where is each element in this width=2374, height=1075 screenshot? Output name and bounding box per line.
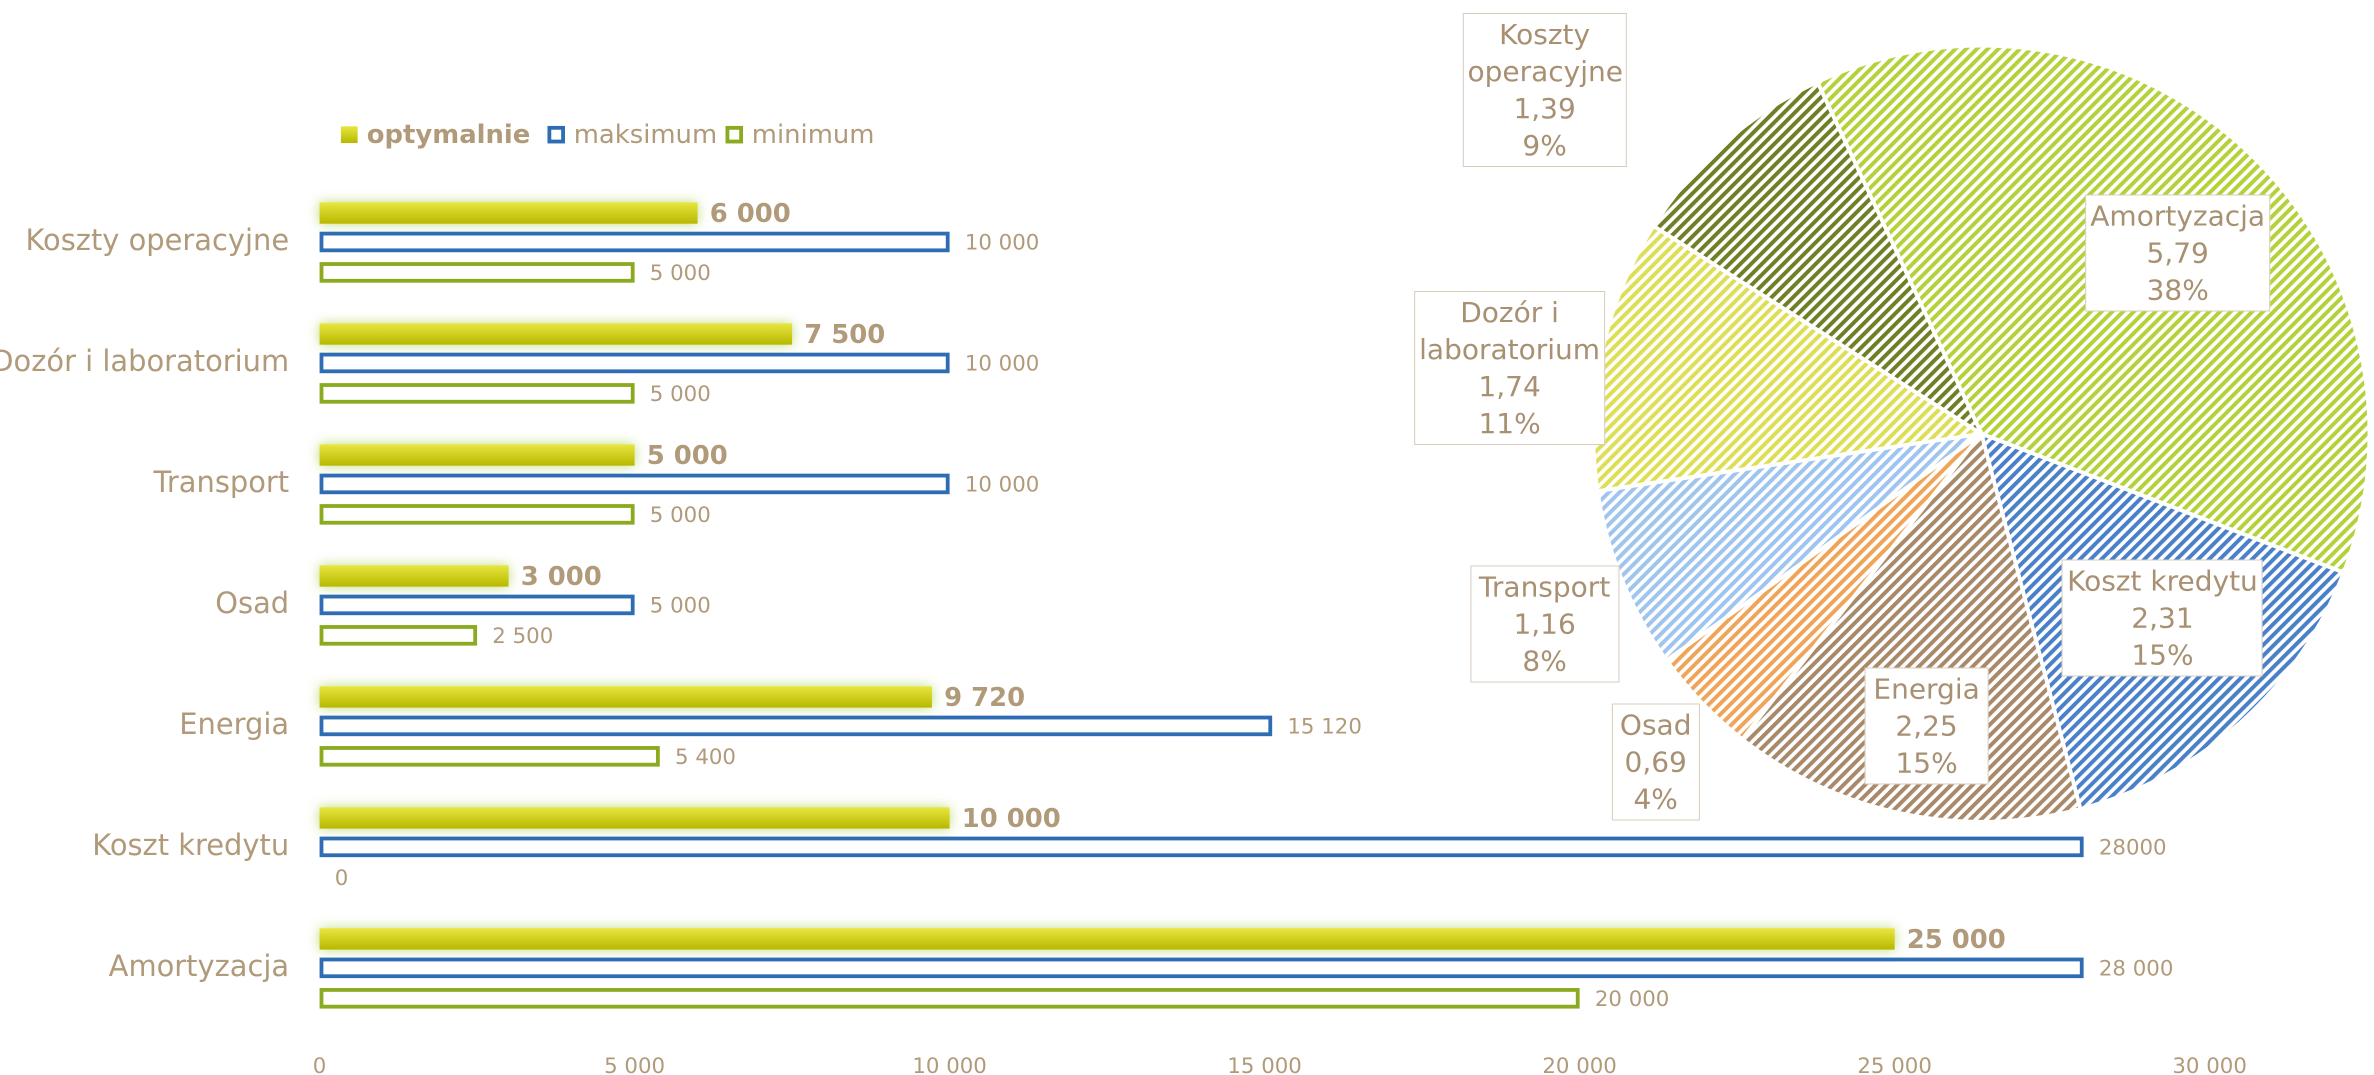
slice-value: 1,74	[1478, 370, 1541, 404]
pie-label: Dozór i laboratorium 1,74 11%	[1413, 291, 1606, 446]
bar	[319, 202, 698, 224]
value-label: 6 000	[710, 199, 791, 229]
pie-label: Osad 0,69 4%	[1611, 703, 1700, 821]
value-label: 10 000	[965, 351, 1040, 376]
value-label: 28 000	[2099, 956, 2174, 981]
x-tick-label: 15 000	[1227, 1054, 1302, 1075]
slice-name: Transport	[1478, 570, 1611, 604]
bar	[319, 928, 1895, 950]
category-label: Transport	[153, 465, 290, 499]
bar	[319, 836, 2084, 858]
legend-swatch	[725, 125, 744, 144]
value-label: 25 000	[1907, 925, 2006, 955]
pie-label: Energia 2,25 15%	[1864, 667, 1989, 785]
slice-percent: 8%	[1522, 644, 1567, 678]
value-label: 2 500	[492, 624, 553, 649]
value-label: 5 000	[650, 593, 711, 618]
bar	[319, 957, 2084, 979]
slice-value: 0,69	[1624, 745, 1687, 779]
x-tick-label: 25 000	[1857, 1054, 1932, 1075]
legend-swatch	[340, 126, 358, 144]
category-label: Dozór i laboratorium	[0, 344, 289, 378]
value-label: 10 000	[965, 472, 1040, 497]
bar	[319, 504, 635, 525]
value-label: 20 000	[1595, 987, 1670, 1012]
category-label: Osad	[215, 586, 289, 620]
pie-label: Koszt kredytu 2,31 15%	[2062, 559, 2263, 677]
slice-percent: 15%	[1895, 746, 1958, 780]
legend-label: maksimum	[574, 120, 717, 150]
bar	[319, 988, 1580, 1009]
pie-label: Koszty operacyjne 1,39 9%	[1462, 12, 1627, 167]
pie-slice	[1739, 429, 2083, 824]
bar	[319, 231, 950, 253]
value-label: 9 720	[944, 683, 1025, 713]
slice-name: Amortyzacja	[2090, 199, 2266, 233]
x-tick-label: 20 000	[1542, 1054, 1617, 1075]
slice-value: 1,16	[1513, 607, 1576, 641]
bar	[319, 473, 950, 495]
bar	[319, 746, 660, 767]
value-label: 5 000	[650, 503, 711, 528]
x-tick-label: 10 000	[912, 1054, 987, 1075]
pie-label: Transport 1,16 8%	[1470, 565, 1620, 683]
value-label: 7 500	[804, 320, 885, 350]
value-label: 3 000	[521, 562, 602, 592]
category-label: Koszt kredytu	[92, 828, 289, 862]
x-tick-label: 0	[313, 1054, 327, 1075]
bar	[319, 807, 950, 829]
bar	[319, 262, 635, 283]
legend-label: minimum	[752, 120, 875, 150]
category-label: Koszty operacyjne	[26, 223, 290, 257]
value-label: 10 000	[965, 230, 1040, 255]
category-label: Amortyzacja	[109, 949, 289, 983]
legend-label: optymalnie	[367, 120, 531, 150]
slice-percent: 11%	[1478, 407, 1541, 441]
value-label: 10 000	[962, 804, 1061, 834]
value-label: 5 000	[650, 382, 711, 407]
pie-slice	[1595, 431, 1983, 664]
value-label: 5 400	[675, 745, 736, 770]
slice-name: Osad	[1619, 708, 1692, 742]
bar	[319, 594, 635, 616]
value-label: 0	[335, 866, 349, 891]
bar	[319, 352, 950, 374]
bar	[319, 686, 932, 708]
slice-percent: 4%	[1633, 782, 1678, 816]
x-tick-label: 30 000	[2172, 1054, 2247, 1075]
value-label: 28000	[2099, 835, 2167, 860]
bar	[319, 323, 793, 345]
pie-label: Amortyzacja 5,79 38%	[2084, 194, 2271, 312]
value-label: 15 120	[1287, 714, 1362, 739]
slice-percent: 15%	[2131, 638, 2194, 672]
slice-percent: 9%	[1522, 128, 1567, 162]
slice-name: Koszt kredytu	[2067, 564, 2258, 598]
bar	[319, 565, 509, 587]
bar	[319, 444, 635, 466]
x-tick-label: 5 000	[604, 1054, 665, 1075]
value-label: 5 000	[650, 261, 711, 286]
slice-value: 2,25	[1895, 709, 1958, 743]
value-label: 5 000	[647, 441, 728, 471]
slice-name: Koszty operacyjne	[1467, 17, 1623, 88]
pie-slice	[1650, 79, 1986, 439]
slice-value: 2,31	[2131, 601, 2194, 635]
slice-name: Dozór i laboratorium	[1419, 296, 1601, 367]
bar	[319, 625, 478, 646]
slice-value: 5,79	[2146, 236, 2209, 270]
slice-percent: 38%	[2146, 273, 2209, 307]
legend-swatch	[547, 125, 565, 144]
slice-value: 1,39	[1513, 91, 1576, 125]
slice-name: Energia	[1873, 672, 1980, 706]
category-label: Energia	[179, 707, 289, 741]
bar	[319, 715, 1273, 737]
bar	[319, 383, 635, 404]
